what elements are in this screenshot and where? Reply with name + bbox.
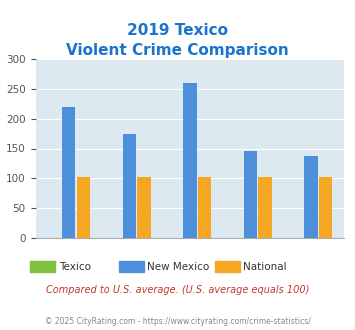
Bar: [244, 151, 257, 238]
Text: © 2025 CityRating.com - https://www.cityrating.com/crime-statistics/: © 2025 CityRating.com - https://www.city…: [45, 317, 310, 326]
Bar: [77, 177, 90, 238]
Bar: [319, 177, 332, 238]
Text: New Mexico: New Mexico: [147, 262, 209, 272]
Bar: [183, 83, 197, 238]
Text: Violent Crime Comparison: Violent Crime Comparison: [66, 43, 289, 58]
Text: Texico: Texico: [59, 262, 91, 272]
Bar: [304, 156, 318, 238]
Text: National: National: [243, 262, 287, 272]
Bar: [198, 177, 211, 238]
Text: Compared to U.S. average. (U.S. average equals 100): Compared to U.S. average. (U.S. average …: [46, 285, 309, 295]
Text: 2019 Texico: 2019 Texico: [127, 23, 228, 38]
Bar: [258, 177, 272, 238]
Bar: [62, 107, 76, 238]
Bar: [123, 134, 136, 238]
Bar: [137, 177, 151, 238]
